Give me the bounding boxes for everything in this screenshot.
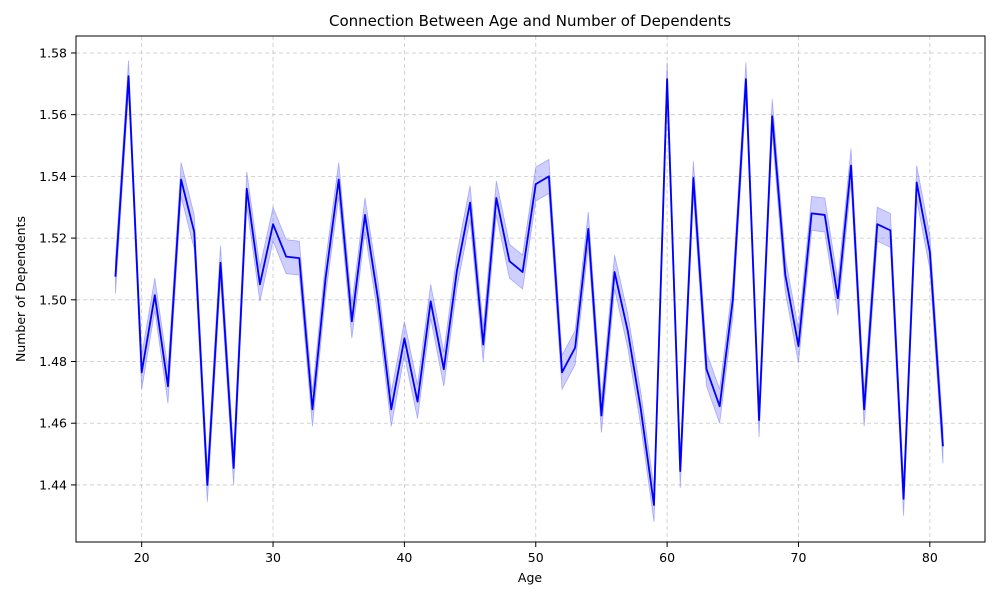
x-tick-label: 50 bbox=[528, 550, 544, 565]
y-tick-label: 1.48 bbox=[39, 354, 67, 369]
x-axis-label: Age bbox=[518, 570, 542, 585]
grid bbox=[76, 36, 985, 542]
confidence-band-area bbox=[115, 60, 944, 523]
plot-frame bbox=[75, 35, 986, 543]
y-tick-label: 1.52 bbox=[39, 231, 67, 246]
x-axis-ticks: 20 30 40 50 60 70 80 bbox=[134, 542, 938, 565]
y-tick-label: 1.58 bbox=[39, 45, 67, 60]
y-tick-label: 1.44 bbox=[39, 477, 67, 492]
y-tick-label: 1.56 bbox=[39, 107, 67, 122]
chart-title: Connection Between Age and Number of Dep… bbox=[329, 12, 731, 30]
x-tick-label: 70 bbox=[791, 550, 807, 565]
x-tick-label: 40 bbox=[396, 550, 412, 565]
series-line-group bbox=[114, 75, 944, 506]
x-tick-label: 80 bbox=[922, 550, 938, 565]
y-axis-ticks: 1.44 1.46 1.48 1.50 1.52 1.54 1.56 1.58 bbox=[39, 45, 76, 492]
y-axis-label: Number of Dependents bbox=[13, 216, 28, 362]
confidence-band bbox=[115, 60, 944, 523]
series-line bbox=[114, 75, 944, 506]
x-tick-label: 30 bbox=[265, 550, 281, 565]
y-tick-label: 1.54 bbox=[39, 169, 67, 184]
y-tick-label: 1.46 bbox=[39, 416, 67, 431]
y-tick-label: 1.50 bbox=[39, 292, 67, 307]
x-tick-label: 60 bbox=[659, 550, 675, 565]
x-tick-label: 20 bbox=[134, 550, 150, 565]
